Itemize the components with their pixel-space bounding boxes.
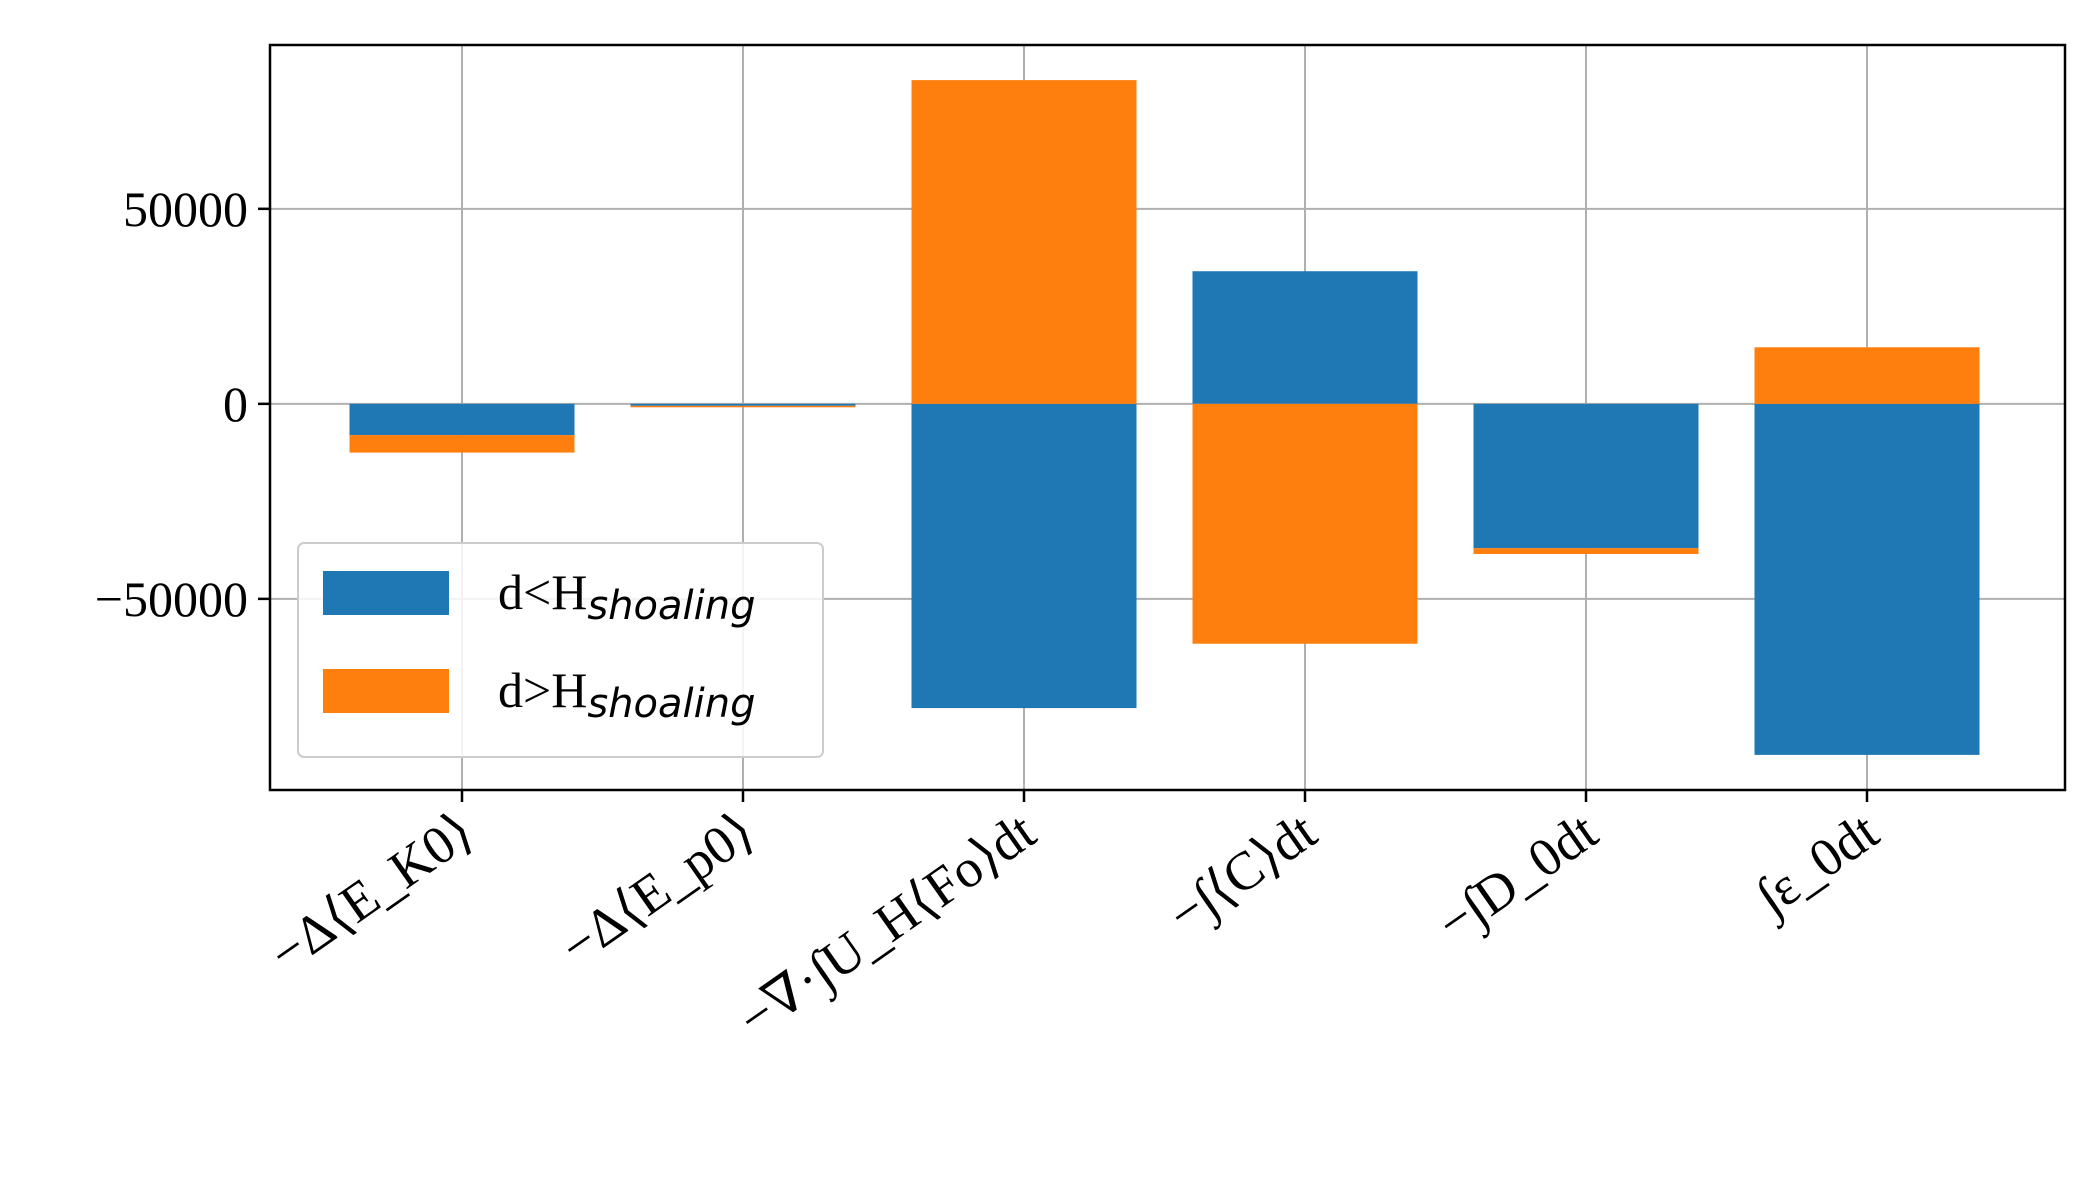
bar-series1-cat4 <box>1192 271 1418 404</box>
legend-swatch <box>323 571 449 615</box>
x-tick-label: ∫ε_0dt <box>1743 801 1891 931</box>
bar-series2-cat5 <box>1473 548 1699 555</box>
bar-series1-cat3 <box>911 403 1137 709</box>
plot-frame <box>268 43 2067 792</box>
bar-series1-cat6 <box>1754 403 1980 755</box>
legend: d<Hshoaling d>Hshoaling <box>297 542 824 758</box>
bar-series2-cat2 <box>630 405 856 408</box>
y-tick-label: 50000 <box>123 181 248 237</box>
bars <box>349 80 1980 755</box>
y-tick-label: −50000 <box>95 571 248 627</box>
x-tick-label: −∫D_0dt <box>1426 801 1610 956</box>
legend-swatch <box>323 669 449 713</box>
legend-label: d>Hshoaling <box>498 662 755 727</box>
bar-series2-cat3 <box>911 80 1137 404</box>
x-tick-label: −∫⟨C⟩dt <box>1157 801 1329 947</box>
bar-series2-cat4 <box>1192 403 1418 644</box>
x-tick-label: −∇·∫U_H⟨Fo⟩dt <box>727 801 1047 1052</box>
x-axis: −Δ⟨E_K0⟩ −Δ⟨E_p0⟩−∇·∫U_H⟨Fo⟩dt −∫⟨C⟩dt −∫D_… <box>258 790 1891 1052</box>
bar-series2-cat6 <box>1754 347 1980 404</box>
bar-series2-cat1 <box>349 435 575 453</box>
y-tick-label: 0 <box>223 376 248 432</box>
x-tick-label: −Δ⟨E_p0⟩ <box>549 801 765 977</box>
bar-series1-cat5 <box>1473 403 1699 549</box>
bar-series1-cat2 <box>630 403 856 406</box>
bar-series1-cat1 <box>349 403 575 436</box>
y-axis: −50000 0 50000 <box>95 181 270 627</box>
x-tick-label: −Δ⟨E_K0⟩ <box>258 801 484 984</box>
legend-label: d<Hshoaling <box>498 564 755 629</box>
